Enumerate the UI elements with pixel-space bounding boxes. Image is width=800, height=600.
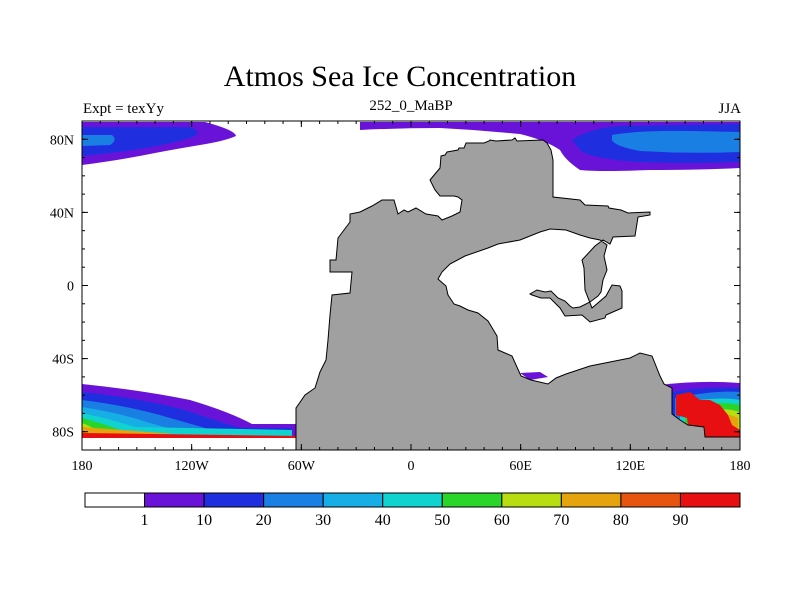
sea-ice-north-east <box>360 122 740 171</box>
x-tick-label: 180 <box>72 459 93 474</box>
sea-ice-north-west <box>82 122 236 165</box>
colorbar-swatch <box>144 492 205 508</box>
colorbar: 1 10 20 30 40 50 60 70 80 90 <box>84 492 741 529</box>
colorbar-label: 20 <box>256 512 272 529</box>
colorbar-label: 90 <box>672 512 688 529</box>
colorbar-swatch <box>620 492 681 508</box>
x-tick-label: 0 <box>408 459 415 474</box>
map-title: Atmos Sea Ice Concentration <box>223 60 577 93</box>
period-label: 252_0_MaBP <box>369 98 453 114</box>
colorbar-label: 60 <box>494 512 510 529</box>
colorbar-swatch <box>84 492 146 508</box>
colorbar-label: 1 <box>141 512 149 529</box>
colorbar-label: 40 <box>375 512 391 529</box>
colorbar-label: 80 <box>613 512 629 529</box>
colorbar-label: 50 <box>434 512 450 529</box>
colorbar-swatch <box>322 492 384 508</box>
colorbar-swatch <box>560 492 622 508</box>
y-tick-label: 40S <box>52 353 74 368</box>
x-tick-label: 60E <box>509 459 532 474</box>
colorbar-swatch <box>679 492 741 508</box>
x-tick-label: 180 <box>730 459 751 474</box>
x-tick-label: 60W <box>288 459 316 474</box>
x-tick-label: 120E <box>616 459 646 474</box>
experiment-label: Expt = texYy <box>83 101 164 117</box>
colorbar-swatch <box>441 492 503 508</box>
colorbar-swatch <box>263 492 324 508</box>
season-label: JJA <box>718 101 741 117</box>
colorbar-swatch <box>382 492 443 508</box>
y-tick-label: 80N <box>50 133 74 148</box>
land-mass <box>295 137 740 450</box>
sea-ice-field <box>82 122 740 450</box>
axis-ticks: 180 120W 60W 0 60E 120E 180 80N 40N 0 40S 80S <box>50 120 751 474</box>
colorbar-swatch <box>501 492 562 508</box>
y-tick-label: 40N <box>50 206 74 221</box>
colorbar-label: 30 <box>315 512 331 529</box>
sea-ice-south-west <box>82 384 300 450</box>
x-tick-label: 120W <box>175 459 210 474</box>
y-tick-label: 0 <box>67 280 74 295</box>
colorbar-label: 10 <box>196 512 212 529</box>
colorbar-swatch <box>203 492 265 508</box>
colorbar-label: 70 <box>553 512 569 529</box>
sea-ice-small-patch <box>520 372 548 380</box>
y-tick-label: 80S <box>52 426 74 441</box>
